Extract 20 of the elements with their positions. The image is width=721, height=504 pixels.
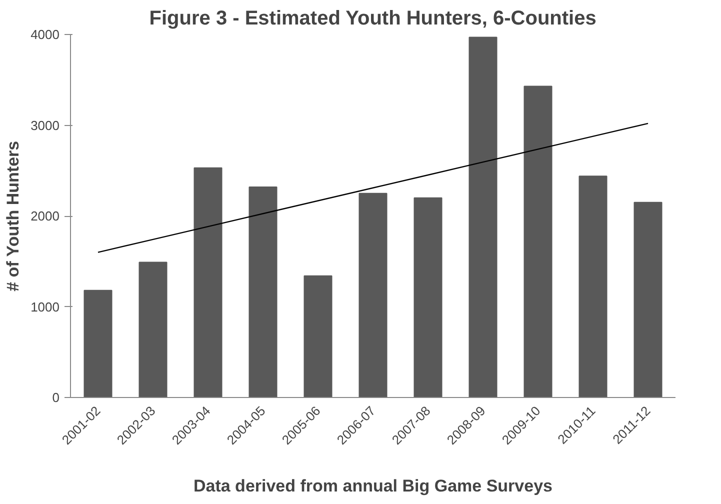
bar <box>414 197 442 398</box>
bar <box>578 176 608 398</box>
bar <box>634 202 662 398</box>
bar <box>248 186 278 398</box>
chart-title: Figure 3 - Estimated Youth Hunters, 6-Counties <box>149 8 596 30</box>
bar <box>138 262 168 398</box>
bar <box>194 167 222 398</box>
y-tick-label: 3000 <box>30 118 60 133</box>
y-tick-label: 2000 <box>30 208 60 224</box>
bar <box>84 290 112 398</box>
y-tick-label: 1000 <box>30 299 60 314</box>
y-tick-label: 0 <box>52 390 60 405</box>
y-tick-label: 4000 <box>30 27 60 42</box>
bar <box>524 86 552 398</box>
bar <box>358 192 388 398</box>
bar <box>468 36 498 398</box>
line-series <box>97 122 649 253</box>
x-axis-title: Data derived from annual Big Game Surveys <box>193 476 553 496</box>
y-axis-title: # of Youth Hunters <box>4 140 23 292</box>
bar <box>304 275 332 398</box>
